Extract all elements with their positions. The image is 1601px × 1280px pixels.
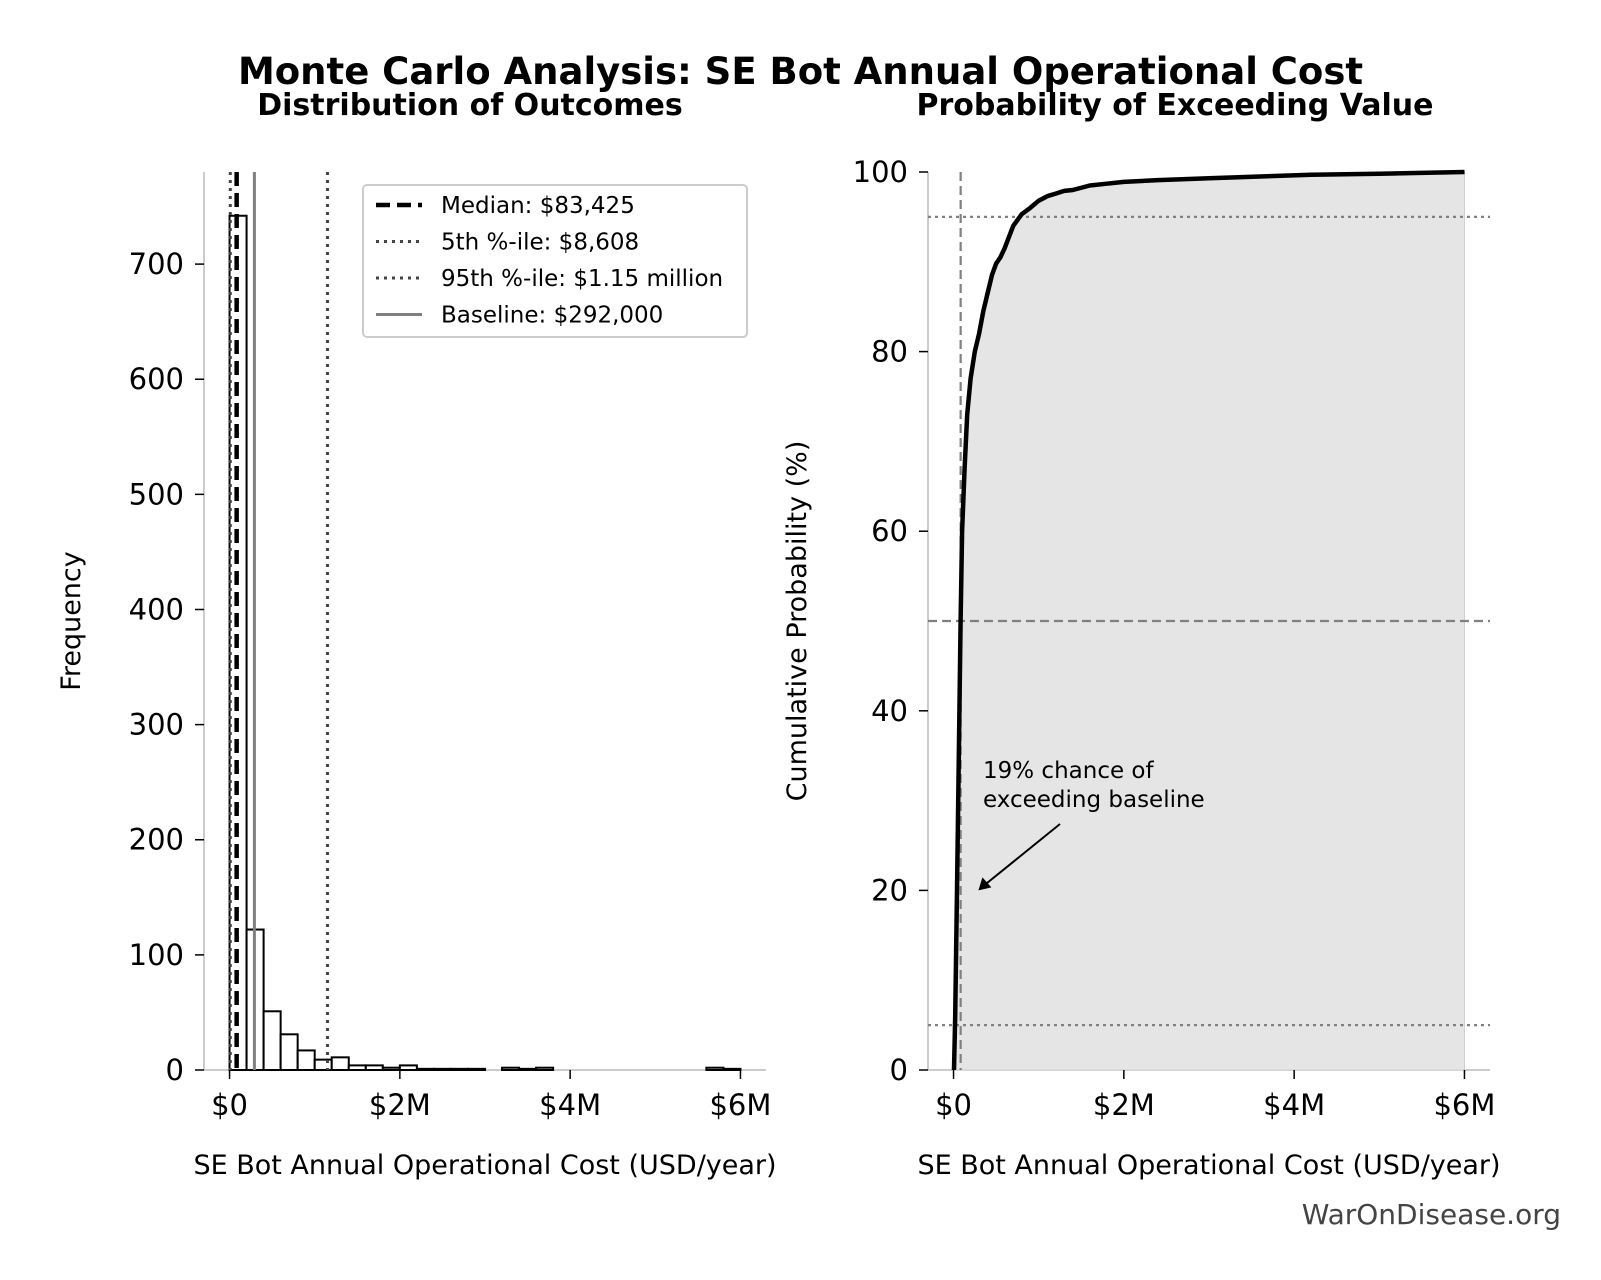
cdf-y-tick-label: 40 (871, 694, 908, 728)
hist-y-tick-label: 600 (129, 362, 184, 396)
histogram-bar (535, 1066, 555, 1071)
hist-legend-box (362, 184, 748, 338)
watermark: WarOnDisease.org (1301, 1198, 1561, 1231)
hist-legend-label: 5th %-ile: $8,608 (441, 230, 639, 256)
histogram-bar (518, 1067, 538, 1072)
hist-x-tick-label: $2M (369, 1088, 431, 1122)
cdf-x-tick-label: $4M (1263, 1088, 1325, 1122)
cdf-y-axis-label: Cumulative Probability (%) (782, 441, 813, 802)
hist-x-tick-label: $0 (211, 1088, 248, 1122)
cdf-x-tick-label: $2M (1093, 1088, 1155, 1122)
cdf-x-axis-label: SE Bot Annual Operational Cost (USD/year… (917, 1150, 1500, 1181)
histogram-bar (296, 1049, 316, 1072)
histogram-bar (313, 1058, 333, 1071)
cdf-annotation-text: 19% chance of (983, 758, 1155, 784)
histogram-bar (398, 1064, 418, 1072)
histogram-bar (705, 1066, 725, 1071)
histogram-bar (330, 1056, 350, 1072)
cdf-annotation-arrow-shaft (979, 823, 1061, 890)
histogram-bar (722, 1067, 742, 1072)
cdf-x-tick-label: $6M (1433, 1088, 1495, 1122)
hist-y-tick-label: 400 (129, 592, 184, 626)
histogram-bar (347, 1064, 367, 1072)
cdf-subtitle: Probability of Exceeding Value (916, 88, 1434, 123)
hist-legend-label: Baseline: $292,000 (441, 303, 663, 329)
hist-y-tick-label: 100 (129, 938, 184, 972)
cdf-line (951, 169, 1465, 1071)
cdf-annotation-arrow-head (978, 877, 992, 891)
hist-y-tick-label: 500 (129, 477, 184, 511)
hist-x-axis-label: SE Bot Annual Operational Cost (USD/year… (193, 1150, 776, 1181)
histogram-bar (262, 1010, 282, 1071)
histogram-bar (466, 1067, 486, 1072)
histogram-bar (449, 1067, 469, 1072)
histogram-bar (501, 1066, 521, 1071)
hist-y-tick-label: 300 (129, 708, 184, 742)
hist-y-axis-label: Frequency (56, 551, 87, 691)
histogram-bar (364, 1064, 384, 1072)
cdf-panel: 0 20 40 60 80 100 $0 $2M $4M $6M SE Bot Annual Ope… (782, 155, 1501, 1181)
hist-y-tick-label: 200 (129, 823, 184, 857)
hist-y-tick-label: 0 (166, 1053, 184, 1087)
hist-x-tick-label: $4M (539, 1088, 601, 1122)
histogram-panel: 0 100 200 300 400 500 600 700 $0 $2M $4M $6M SE Bot … (56, 172, 777, 1181)
hist-legend-label: 95th %-ile: $1.15 million (441, 266, 723, 292)
histogram-bar (279, 1033, 299, 1072)
cdf-y-tick-label: 80 (871, 335, 908, 369)
figure-title: Monte Carlo Analysis: SE Bot Annual Oper… (237, 50, 1364, 93)
cdf-x-tick-label: $0 (935, 1088, 972, 1122)
hist-x-tick-label: $6M (709, 1088, 771, 1122)
cdf-y-tick-label: 100 (853, 155, 908, 189)
cdf-y-tick-label: 60 (871, 514, 908, 548)
cdf-y-tick-label: 0 (890, 1053, 908, 1087)
cdf-y-tick-label: 20 (871, 873, 908, 907)
hist-y-tick-label: 700 (129, 247, 184, 281)
histogram-bar (415, 1067, 435, 1072)
histogram-bar (432, 1067, 452, 1072)
cdf-annotation-text: exceeding baseline (983, 787, 1205, 813)
hist-legend-label: Median: $83,425 (441, 193, 635, 219)
histogram-bar (381, 1066, 401, 1071)
histogram-subtitle: Distribution of Outcomes (257, 88, 683, 123)
